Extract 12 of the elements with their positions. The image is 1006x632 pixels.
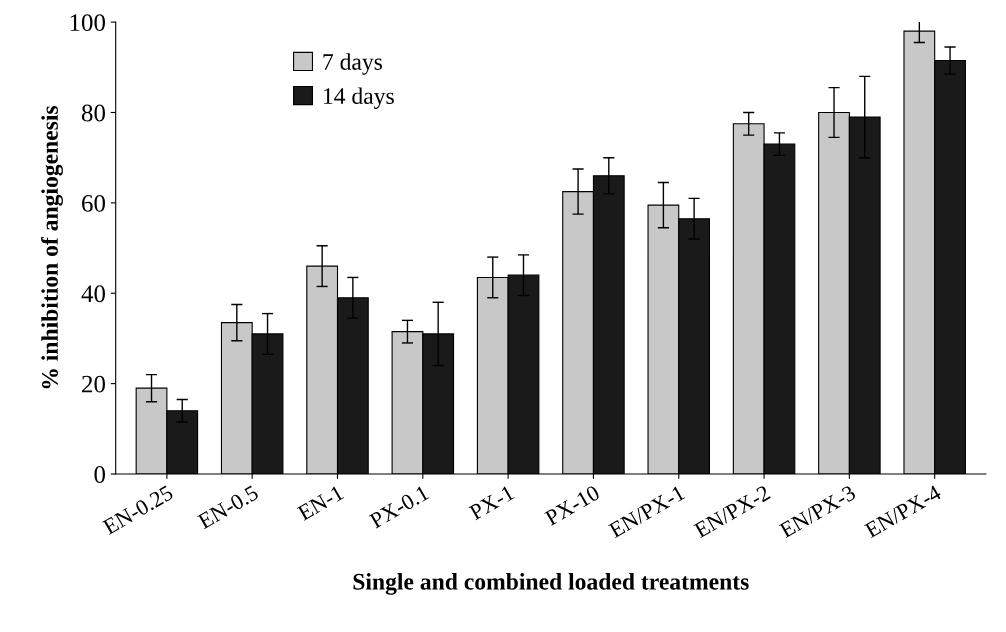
y-tick-label: 0 (94, 466, 106, 483)
legend-label: 7 days (323, 53, 383, 75)
y-axis-title: % inhibition of angiogenesis (41, 105, 63, 389)
x-axis-title: Single and combined loaded treatments (353, 573, 749, 595)
y-tick-label: 100 (70, 14, 106, 32)
legend-label: 14 days (323, 87, 394, 109)
y-tick-label: 20 (82, 375, 106, 393)
x-tick-label: EN-1 (296, 485, 345, 521)
y-tick-label: 60 (82, 194, 106, 212)
y-tick-label: 80 (81, 104, 106, 122)
y-tick-label: 40 (81, 285, 106, 303)
x-tick-label: PX-1 (468, 485, 515, 521)
